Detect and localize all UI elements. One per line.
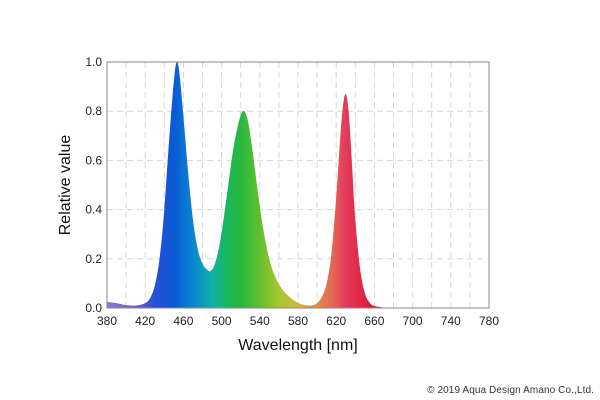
y-axis-title: Relative value bbox=[57, 135, 74, 236]
tick-layer: 380 420 460 500 540 580 620 660 700 740 780 0.0 0.2 0… bbox=[85, 55, 499, 328]
x-tick-label: 700 bbox=[403, 314, 423, 328]
x-tick-label: 380 bbox=[97, 314, 117, 328]
x-tick-label: 460 bbox=[173, 314, 193, 328]
spectrum-area bbox=[107, 61, 489, 308]
y-tick-label: 0.8 bbox=[85, 104, 102, 118]
x-tick-label: 580 bbox=[288, 314, 308, 328]
x-tick-label: 540 bbox=[250, 314, 270, 328]
x-tick-label: 620 bbox=[326, 314, 346, 328]
x-tick-label: 740 bbox=[441, 314, 461, 328]
x-tick-label: 420 bbox=[135, 314, 155, 328]
x-tick-label: 500 bbox=[212, 314, 232, 328]
x-tick-label: 660 bbox=[364, 314, 384, 328]
copyright-text: © 2019 Aqua Design Amano Co.,Ltd. bbox=[427, 385, 594, 396]
y-tick-label: 0.0 bbox=[85, 301, 102, 315]
x-tick-label: 780 bbox=[479, 314, 499, 328]
y-tick-label: 0.4 bbox=[85, 203, 102, 217]
y-tick-label: 1.0 bbox=[85, 55, 102, 69]
y-tick-label: 0.6 bbox=[85, 153, 102, 167]
plot-frame bbox=[106, 61, 490, 309]
y-tick-label: 0.2 bbox=[85, 252, 102, 266]
x-axis-title: Wavelength [nm] bbox=[238, 337, 357, 354]
data-layer bbox=[107, 61, 489, 308]
